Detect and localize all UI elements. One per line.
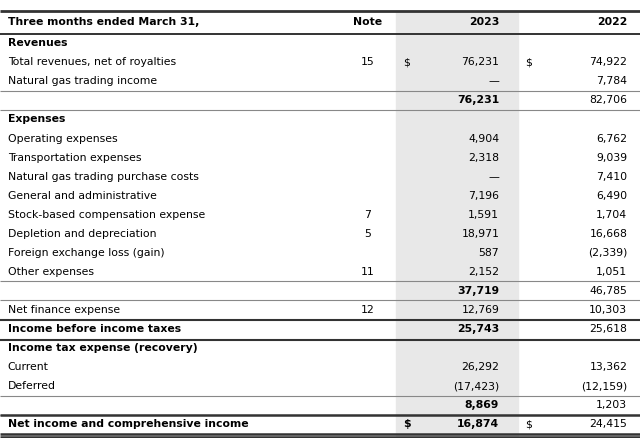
Text: 2022: 2022	[597, 18, 627, 27]
Text: Current: Current	[8, 362, 49, 372]
Text: Net finance expense: Net finance expense	[8, 305, 120, 315]
Text: 1,203: 1,203	[596, 400, 627, 410]
Text: 12: 12	[361, 305, 375, 315]
Text: 7,784: 7,784	[596, 76, 627, 86]
Text: 37,719: 37,719	[457, 286, 499, 296]
Text: Natural gas trading income: Natural gas trading income	[8, 76, 157, 86]
Text: $: $	[525, 57, 532, 67]
Text: 76,231: 76,231	[461, 57, 499, 67]
Text: 15: 15	[361, 57, 375, 67]
Text: 26,292: 26,292	[461, 362, 499, 372]
Text: 1,591: 1,591	[468, 210, 499, 220]
Text: Other expenses: Other expenses	[8, 267, 93, 277]
Text: 10,303: 10,303	[589, 305, 627, 315]
Text: 2023: 2023	[469, 18, 499, 27]
Text: 2,318: 2,318	[468, 152, 499, 162]
Text: 6,762: 6,762	[596, 134, 627, 144]
Text: 25,743: 25,743	[457, 324, 499, 334]
Text: 46,785: 46,785	[589, 286, 627, 296]
Text: 7,196: 7,196	[468, 191, 499, 201]
Text: 12,769: 12,769	[461, 305, 499, 315]
Text: 9,039: 9,039	[596, 152, 627, 162]
Text: Net income and comprehensive income: Net income and comprehensive income	[8, 419, 248, 429]
Text: 8,869: 8,869	[465, 400, 499, 410]
Text: (17,423): (17,423)	[453, 381, 499, 391]
Text: 5: 5	[365, 229, 371, 239]
Text: 1,704: 1,704	[596, 210, 627, 220]
Text: 1,051: 1,051	[596, 267, 627, 277]
Text: 82,706: 82,706	[589, 95, 627, 106]
Text: Expenses: Expenses	[8, 114, 65, 124]
Text: (2,339): (2,339)	[588, 248, 627, 258]
Text: 74,922: 74,922	[589, 57, 627, 67]
Text: (12,159): (12,159)	[581, 381, 627, 391]
Text: 7,410: 7,410	[596, 172, 627, 182]
Text: 11: 11	[361, 267, 375, 277]
Text: 18,971: 18,971	[461, 229, 499, 239]
Text: 2,152: 2,152	[468, 267, 499, 277]
Text: $: $	[403, 57, 410, 67]
Text: 4,904: 4,904	[468, 134, 499, 144]
Text: Total revenues, net of royalties: Total revenues, net of royalties	[8, 57, 176, 67]
Text: General and administrative: General and administrative	[8, 191, 157, 201]
Text: $: $	[403, 419, 411, 429]
Bar	[396, 11, 518, 436]
Text: 6,490: 6,490	[596, 191, 627, 201]
Text: 7: 7	[365, 210, 371, 220]
Text: Depletion and depreciation: Depletion and depreciation	[8, 229, 156, 239]
Text: Deferred: Deferred	[8, 381, 56, 391]
Text: 76,231: 76,231	[457, 95, 499, 106]
Text: Income tax expense (recovery): Income tax expense (recovery)	[8, 343, 197, 353]
Text: Operating expenses: Operating expenses	[8, 134, 117, 144]
Text: Revenues: Revenues	[8, 38, 67, 48]
Text: 24,415: 24,415	[589, 419, 627, 429]
Text: 16,668: 16,668	[589, 229, 627, 239]
Text: Stock-based compensation expense: Stock-based compensation expense	[8, 210, 205, 220]
Text: Income before income taxes: Income before income taxes	[8, 324, 181, 334]
Text: Foreign exchange loss (gain): Foreign exchange loss (gain)	[8, 248, 164, 258]
Text: 25,618: 25,618	[589, 324, 627, 334]
Text: —: —	[488, 76, 499, 86]
Text: Three months ended March 31,: Three months ended March 31,	[8, 18, 199, 27]
Text: $: $	[525, 419, 532, 429]
Text: 13,362: 13,362	[589, 362, 627, 372]
Text: 587: 587	[479, 248, 499, 258]
Text: Transportation expenses: Transportation expenses	[8, 152, 141, 162]
Text: Natural gas trading purchase costs: Natural gas trading purchase costs	[8, 172, 198, 182]
Text: —: —	[488, 172, 499, 182]
Text: Note: Note	[353, 18, 383, 27]
Text: 16,874: 16,874	[457, 419, 499, 429]
